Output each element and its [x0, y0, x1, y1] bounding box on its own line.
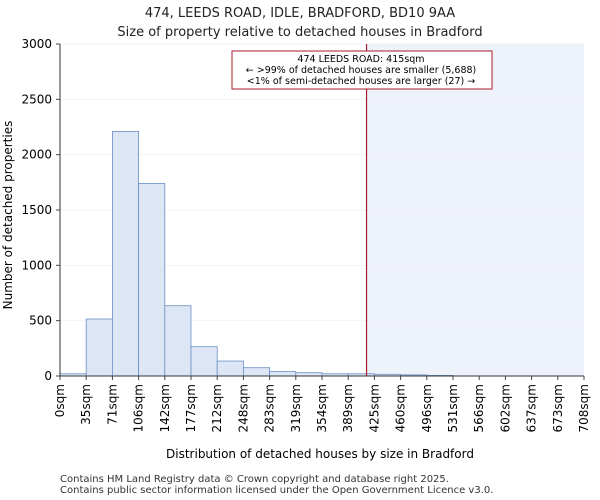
y-tick-label: 2000: [21, 148, 52, 162]
chart-title-line-2: Size of property relative to detached ho…: [117, 25, 483, 40]
bar-71sqm: [112, 131, 140, 377]
bar-283sqm: [269, 371, 297, 377]
chart-title: 474, LEEDS ROAD, IDLE, BRADFORD, BD10 9A…: [0, 4, 600, 42]
x-tick-label: 177sqm: [184, 384, 198, 432]
x-tick-label: 142sqm: [158, 384, 172, 432]
footer-line-1: Contains HM Land Registry data © Crown c…: [60, 474, 449, 485]
x-tick-label: 0sqm: [53, 384, 67, 417]
bar-248sqm: [242, 367, 270, 377]
y-tick-label: 500: [29, 314, 52, 328]
x-tick-label: 212sqm: [210, 384, 224, 432]
x-tick-label: 319sqm: [289, 384, 303, 432]
annotation-box: 474 LEEDS ROAD: 415sqm ← >99% of detache…: [231, 50, 493, 90]
x-axis-label: Distribution of detached houses by size …: [166, 447, 474, 461]
bar-35sqm: [85, 318, 113, 377]
y-axis-ticks: 0 500 1000 1500 2000 2500 3000: [21, 37, 60, 383]
bar-212sqm: [216, 360, 244, 377]
x-tick-label: 602sqm: [498, 384, 512, 432]
x-tick-label: 531sqm: [446, 384, 460, 432]
x-tick-label: 71sqm: [105, 384, 119, 425]
x-tick-label: 248sqm: [236, 384, 250, 432]
y-tick-label: 2500: [21, 92, 52, 106]
x-tick-label: 425sqm: [367, 384, 381, 432]
footer-line-2: Contains public sector information licen…: [60, 485, 494, 496]
x-tick-label: 566sqm: [472, 384, 486, 432]
x-tick-label: 354sqm: [315, 384, 329, 432]
chart-title-line-1: 474, LEEDS ROAD, IDLE, BRADFORD, BD10 9A…: [144, 6, 456, 21]
bar-106sqm: [138, 183, 166, 377]
annotation-line-3: <1% of semi-detached houses are larger (…: [247, 76, 475, 87]
annotation-frame: [231, 50, 493, 90]
y-tick-label: 1000: [21, 258, 52, 272]
x-tick-label: 673sqm: [551, 384, 565, 432]
y-tick-label: 3000: [21, 37, 52, 51]
chart-footer: Contains HM Land Registry data © Crown c…: [60, 474, 493, 496]
x-tick-label: 35sqm: [79, 384, 93, 425]
y-tick-label: 1500: [21, 203, 52, 217]
x-tick-label: 106sqm: [132, 384, 146, 432]
annotation-line-2: ← >99% of detached houses are smaller (5…: [246, 65, 477, 76]
x-tick-label: 389sqm: [341, 384, 355, 432]
x-tick-label: 283sqm: [263, 384, 277, 432]
x-tick-label: 496sqm: [420, 384, 434, 432]
y-tick-label: 0: [44, 369, 52, 383]
bars: [59, 131, 454, 377]
annotation-line-1: 474 LEEDS ROAD: 415sqm: [297, 54, 424, 65]
x-tick-label: 637sqm: [525, 384, 539, 432]
bar-142sqm: [164, 305, 192, 377]
bar-177sqm: [190, 346, 218, 377]
y-axis-label: Number of detached properties: [1, 121, 15, 310]
x-tick-label: 460sqm: [394, 384, 408, 432]
x-axis-ticks: 0sqm 35sqm 71sqm 106sqm 142sqm 177sqm 212sqm 24…: [53, 376, 591, 432]
x-tick-label: 708sqm: [577, 384, 591, 432]
